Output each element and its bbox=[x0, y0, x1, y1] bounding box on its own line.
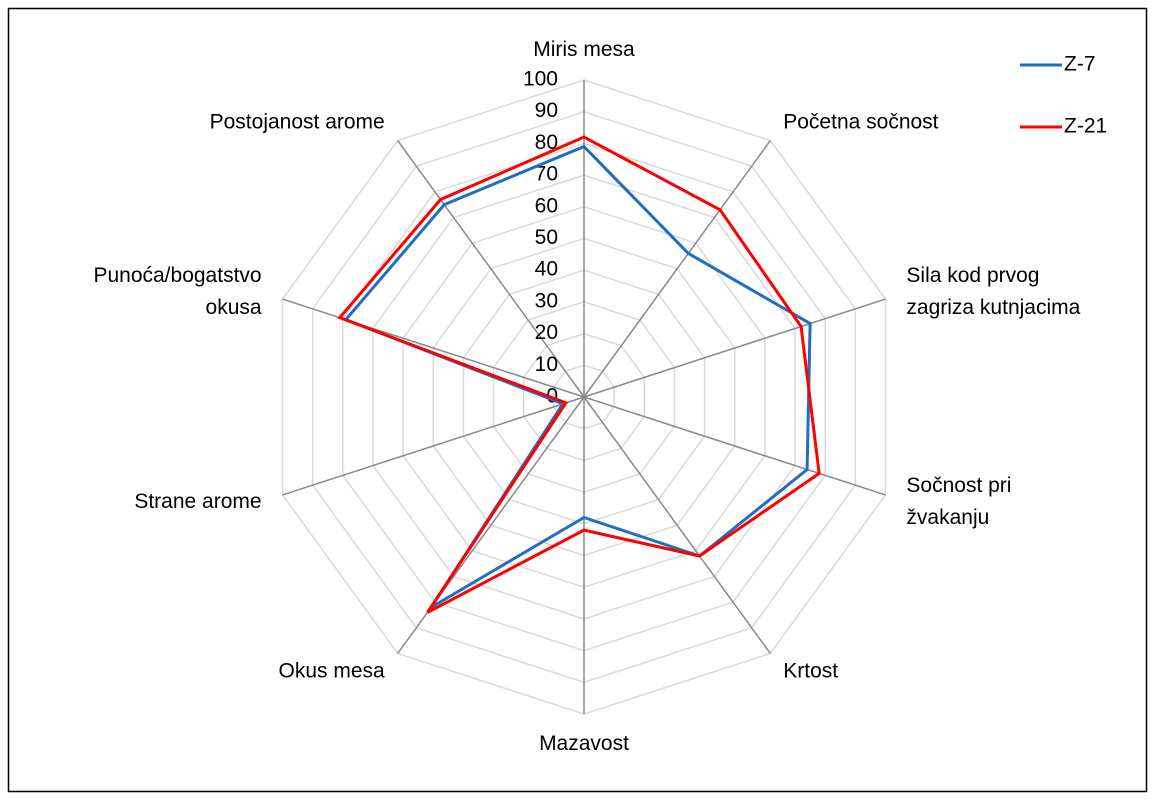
axis-spoke bbox=[397, 396, 585, 654]
tick-label: 20 bbox=[535, 321, 558, 344]
tick-label: 40 bbox=[535, 258, 558, 281]
axis-spoke bbox=[282, 298, 585, 398]
axis-spoke bbox=[583, 298, 886, 398]
tick-label: 50 bbox=[535, 226, 558, 249]
tick-label: 100 bbox=[523, 68, 558, 91]
tick-label: 90 bbox=[535, 99, 558, 122]
legend-label: Z-7 bbox=[1064, 53, 1096, 76]
category-label: Sila kod prvog zagriza kutnjacima bbox=[906, 264, 1080, 319]
category-label: Miris mesa bbox=[533, 38, 635, 61]
category-label: Okus mesa bbox=[279, 659, 386, 682]
category-label: Početna sočnost bbox=[783, 110, 938, 133]
category-label: Krtost bbox=[783, 659, 838, 682]
tick-label: 10 bbox=[535, 353, 558, 376]
tick-label: 0 bbox=[546, 385, 558, 408]
axis-spoke bbox=[397, 140, 585, 398]
axis-spoke bbox=[583, 396, 886, 496]
tick-label: 80 bbox=[535, 131, 558, 154]
axis-spoke bbox=[583, 396, 771, 654]
series-line bbox=[337, 135, 821, 614]
series-line bbox=[343, 144, 812, 609]
category-label: Mazavost bbox=[539, 732, 629, 755]
tick-label: 70 bbox=[535, 163, 558, 186]
category-label: Strane arome bbox=[134, 489, 261, 512]
chart-border bbox=[7, 7, 1148, 793]
axis-spoke bbox=[282, 396, 585, 496]
legend-label: Z-21 bbox=[1064, 115, 1107, 138]
tick-label: 60 bbox=[535, 194, 558, 217]
category-label: Punoća/bogatstvo okusa bbox=[93, 264, 261, 319]
category-label: Postojanost arome bbox=[210, 110, 385, 133]
category-label: Sočnost pri žvakanju bbox=[906, 473, 1011, 528]
axis-spoke bbox=[583, 140, 771, 398]
tick-label: 30 bbox=[535, 289, 558, 312]
